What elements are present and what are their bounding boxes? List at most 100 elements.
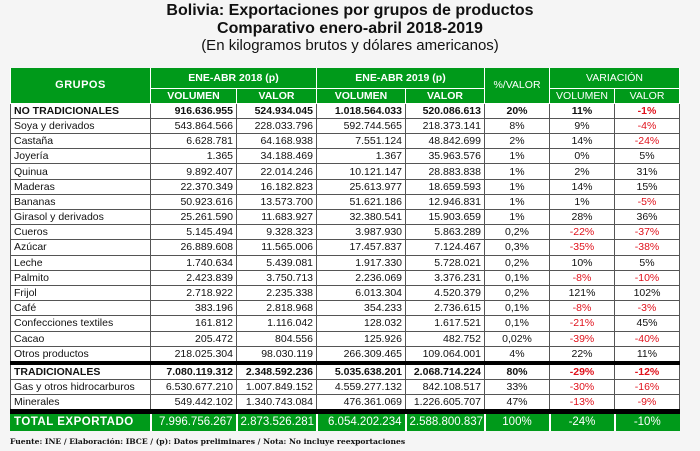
cell-grupo: TRADICIONALES bbox=[10, 360, 151, 381]
cell-var-vol: -35% bbox=[549, 239, 615, 256]
cell-vol2019: 6.013.304 bbox=[316, 284, 406, 302]
table-row: Quinua 9.892.407 22.014.246 10.121.147 28.88… bbox=[10, 163, 681, 180]
header-var-valor: VALOR bbox=[613, 88, 681, 104]
cell-var-val: 15% bbox=[613, 178, 681, 195]
cell-var-vol: 11% bbox=[549, 102, 615, 119]
cell-pct: 8% bbox=[484, 117, 550, 135]
cell-vol2018: 543.864.566 bbox=[150, 117, 237, 135]
table-row: Joyería 1.365 34.188.469 1.367 35.963.576 1% 0… bbox=[10, 148, 681, 165]
cell-vol2019: 6.054.202.234 bbox=[315, 409, 406, 432]
cell-pct: 0,2% bbox=[484, 284, 550, 302]
cell-pct: 80% bbox=[484, 360, 550, 381]
cell-var-val: 36% bbox=[613, 208, 681, 226]
cell-vol2019: 1.367 bbox=[316, 148, 406, 165]
table-row: Palmito 2.423.839 3.750.713 2.236.069 3.376.… bbox=[10, 269, 681, 286]
table-row: Maderas 22.370.349 16.182.823 25.613.977 18.… bbox=[10, 178, 681, 195]
cell-val2019: 28.883.838 bbox=[405, 163, 485, 180]
cell-var-vol: -24% bbox=[548, 409, 615, 432]
cell-grupo: Azúcar bbox=[10, 239, 151, 256]
subtitle: Comparativo enero-abril 2018-2019 bbox=[217, 19, 483, 37]
cell-var-vol: 10% bbox=[549, 254, 615, 271]
cell-vol2018: 9.892.407 bbox=[150, 163, 237, 180]
cell-var-val: 31% bbox=[613, 163, 681, 180]
cell-vol2018: 25.261.590 bbox=[150, 208, 237, 226]
table-row: Azúcar 26.889.608 11.565.006 17.457.837 7.12… bbox=[10, 239, 681, 256]
cell-val2018: 9.328.323 bbox=[236, 224, 317, 241]
cell-vol2019: 592.744.565 bbox=[316, 117, 406, 135]
cell-grupo: Confecciones textiles bbox=[10, 315, 151, 332]
cell-vol2018: 6.530.677.210 bbox=[150, 379, 237, 396]
cell-grupo: Quinua bbox=[10, 163, 151, 180]
cell-val2019: 2.588.800.837 bbox=[404, 409, 485, 432]
header-valor-2018: VALOR bbox=[236, 88, 317, 104]
cell-vol2019: 266.309.465 bbox=[316, 345, 406, 364]
cell-vol2018: 1.365 bbox=[150, 148, 237, 165]
cell-var-vol: 22% bbox=[549, 345, 615, 364]
cell-val2018: 804.556 bbox=[236, 330, 317, 347]
cell-val2019: 7.124.467 bbox=[405, 239, 485, 256]
cell-pct: 0,2% bbox=[484, 254, 550, 271]
cell-val2019: 1.226.605.707 bbox=[405, 394, 485, 413]
cell-val2019: 12.946.831 bbox=[405, 193, 485, 211]
cell-pct: 20% bbox=[484, 102, 550, 119]
cell-val2018: 524.934.045 bbox=[236, 102, 317, 119]
table-row: Soya y derivados 543.864.566 228.033.796 59… bbox=[10, 117, 681, 135]
cell-var-val: -9% bbox=[613, 394, 681, 413]
table-row: Confecciones textiles 161.812 1.116.042 128… bbox=[10, 315, 681, 332]
cell-val2019: 218.373.141 bbox=[405, 117, 485, 135]
cell-val2019: 3.376.231 bbox=[405, 269, 485, 286]
cell-grupo: Leche bbox=[10, 254, 151, 271]
cell-var-val: -4% bbox=[613, 117, 681, 135]
cell-vol2019: 3.987.930 bbox=[316, 224, 406, 241]
cell-grupo: Maderas bbox=[10, 178, 151, 195]
cell-grupo: TOTAL EXPORTADO bbox=[10, 409, 151, 432]
cell-vol2018: 1.740.634 bbox=[150, 254, 237, 271]
cell-var-val: 11% bbox=[613, 345, 681, 364]
cell-vol2018: 7.080.119.312 bbox=[150, 360, 237, 381]
cell-val2018: 22.014.246 bbox=[236, 163, 317, 180]
cell-var-vol: 2% bbox=[549, 163, 615, 180]
cell-pct: 100% bbox=[483, 409, 550, 432]
cell-var-val: -37% bbox=[613, 224, 681, 241]
header-valor-2019: VALOR bbox=[405, 88, 485, 104]
cell-vol2018: 2.718.922 bbox=[150, 284, 237, 302]
cell-grupo: Frijol bbox=[10, 284, 151, 302]
cell-val2019: 2.736.615 bbox=[405, 300, 485, 317]
cell-vol2018: 26.889.608 bbox=[150, 239, 237, 256]
cell-val2019: 15.903.659 bbox=[405, 208, 485, 226]
cell-val2018: 2.873.526.281 bbox=[235, 409, 317, 432]
cell-grupo: Girasol y derivados bbox=[10, 208, 151, 226]
table-row: TOTAL EXPORTADO 7.996.756.267 2.873.526.28… bbox=[10, 409, 681, 432]
cell-pct: 0,3% bbox=[484, 239, 550, 256]
cell-grupo: Soya y derivados bbox=[10, 117, 151, 135]
cell-pct: 1% bbox=[484, 208, 550, 226]
table-row: Frijol 2.718.922 2.235.338 6.013.304 4.520.3… bbox=[10, 284, 681, 302]
cell-var-val: -1% bbox=[613, 102, 681, 119]
cell-vol2018: 22.370.349 bbox=[150, 178, 237, 195]
cell-var-vol: 14% bbox=[549, 133, 615, 150]
cell-var-val: -3% bbox=[613, 300, 681, 317]
table-row: Gas y otros hidrocarburos 6.530.677.210 1.… bbox=[10, 379, 681, 396]
cell-var-val: -16% bbox=[613, 379, 681, 396]
cell-val2018: 3.750.713 bbox=[236, 269, 317, 286]
table-row: Café 383.196 2.818.968 354.233 2.736.615 0,1%… bbox=[10, 300, 681, 317]
cell-vol2019: 7.551.124 bbox=[316, 133, 406, 150]
cell-val2019: 520.086.613 bbox=[405, 102, 485, 119]
cell-vol2018: 218.025.304 bbox=[150, 345, 237, 364]
cell-var-vol: -8% bbox=[549, 300, 615, 317]
cell-grupo: Otros productos bbox=[10, 345, 151, 364]
cell-var-val: -12% bbox=[613, 360, 681, 381]
cell-val2019: 18.659.593 bbox=[405, 178, 485, 195]
cell-val2018: 13.573.700 bbox=[236, 193, 317, 211]
cell-vol2019: 10.121.147 bbox=[316, 163, 406, 180]
cell-vol2018: 916.636.955 bbox=[150, 102, 237, 119]
cell-vol2019: 2.236.069 bbox=[316, 269, 406, 286]
cell-vol2019: 5.035.638.201 bbox=[316, 360, 406, 381]
units-note: (En kilogramos brutos y dólares american… bbox=[201, 37, 499, 54]
cell-var-val: -38% bbox=[613, 239, 681, 256]
cell-pct: 0,1% bbox=[484, 300, 550, 317]
cell-val2019: 1.617.521 bbox=[405, 315, 485, 332]
cell-val2018: 11.565.006 bbox=[236, 239, 317, 256]
cell-pct: 1% bbox=[484, 193, 550, 211]
cell-grupo: Cacao bbox=[10, 330, 151, 347]
